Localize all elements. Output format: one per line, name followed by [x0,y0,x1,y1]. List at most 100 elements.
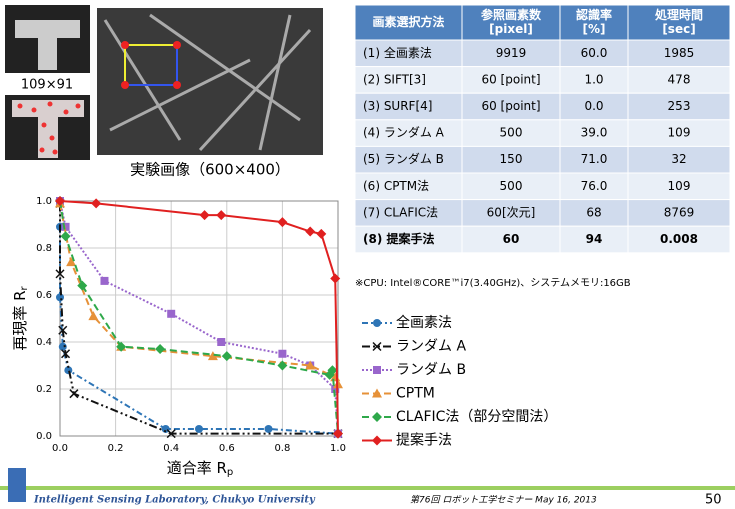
table-cell-text: 39.0 [581,126,608,140]
legend-marker [373,319,381,327]
x-tick-label: 0.6 [219,443,235,454]
series-line [60,203,338,433]
point [88,311,98,320]
table-cell-text: 253 [668,99,691,113]
point [316,229,326,239]
table-cell-text: (4) ランダム A [363,125,445,140]
scene-caption: 実験画像（600×400） [130,161,290,179]
y-tick-label: 1.0 [36,196,52,207]
point [278,350,286,358]
table-cell-text: 0.008 [660,232,698,246]
point [277,361,287,371]
table-cell-text: 60 [point] [481,99,540,113]
point [217,338,225,346]
legend-label: ランダム A [396,339,466,355]
table-cell-text: (7) CLAFIC法 [363,205,438,219]
table-cell-text: 68 [586,205,601,219]
table-cell-text: (6) CPTM法 [363,179,429,193]
y-tick-label: 0.8 [36,243,52,254]
table-cell-text: (3) SURF[4] [363,99,432,113]
series-line [60,227,338,434]
x-tick-label: 1.0 [330,443,346,454]
y-tick-label: 0.2 [36,384,52,395]
table-cell-text: 76.0 [581,179,608,193]
table-cell-text: 150 [500,152,523,166]
legend-label: CLAFIC法（部分空間法） [396,409,557,425]
table-cell-text: 8769 [664,205,695,219]
table-cell-text: 500 [500,126,523,140]
series-line [60,201,338,434]
template-caption: 109×91 [21,78,73,93]
table-cell-text: 60.0 [581,46,608,60]
point [167,310,175,318]
table-header: 参照画素数 [481,7,542,22]
point [200,210,210,220]
table-cell-text: 478 [668,72,691,86]
footer-logo [8,468,26,502]
point [66,257,76,266]
table-header: 処理時間 [654,7,703,22]
plot-frame [60,201,338,436]
table-note: ※CPU: Intel®CORE™i7(3.40GHz)、システムメモリ:16G… [355,277,631,289]
point [56,293,64,301]
table-header: [pixel] [489,22,533,36]
point [155,344,165,354]
point [70,390,78,398]
y-axis-label: 再現率 Rr [11,285,31,350]
point [100,277,108,285]
x-tick-label: 0.2 [108,443,124,454]
table-cell-text: 71.0 [581,152,608,166]
y-tick-label: 0.4 [36,337,52,348]
point [222,351,232,361]
table-header: [%] [583,22,606,36]
footer-lab: Intelligent Sensing Laboratory, Chukyo U… [33,495,316,506]
table-cell-text: (8) 提案手法 [363,231,435,246]
x-axis-label-sub: p [227,467,233,478]
table-header: 認識率 [576,7,612,22]
table-cell-text: 9919 [496,46,527,60]
table-cell-text: 500 [500,179,523,193]
y-axis-label-main: 再現率 R [11,290,29,350]
x-tick-label: 0.8 [274,443,290,454]
legend-marker [373,366,381,374]
y-tick-label: 0.6 [36,290,52,301]
point [305,227,315,237]
table-cell-text: (2) SIFT[3] [363,72,426,86]
table-cell-text: 0.0 [584,99,603,113]
table-cell-text: 60 [503,232,520,246]
table-cell-text: 94 [586,232,603,246]
series-line [60,203,338,384]
legend-marker [372,412,382,422]
table-cell-text: 32 [671,152,686,166]
y-axis-label-sub: r [19,285,30,290]
legend-label: CPTM [396,386,435,402]
table-cell-text: 1.0 [584,72,603,86]
table-cell-text: 60[次元] [487,205,536,219]
footer-seminar: 第76回 ロボット工学セミナー May 16, 2013 [410,495,597,506]
x-axis-label: 適合率 Rp [167,459,234,479]
table-cell-text: 60 [point] [481,72,540,86]
table-cell-text: 1985 [664,46,695,60]
table-cell-text: (1) 全画素法 [363,45,432,60]
point [195,425,203,433]
x-tick-label: 0.4 [163,443,179,454]
x-tick-label: 0.0 [52,443,68,454]
footer-rule [0,486,735,490]
footer-page: 50 [705,493,722,508]
point [216,210,226,220]
x-axis-label-main: 適合率 R [167,459,227,477]
point [91,198,101,208]
table-cell-text: 109 [668,126,691,140]
legend-label: 全画素法 [396,314,452,331]
legend-label: ランダム B [396,362,466,378]
table-header: [sec] [662,22,695,36]
table-header: 画素選択方法 [372,14,444,29]
table-cell-text: (5) ランダム B [363,151,444,166]
slide: 109×91 実験画像（600×400） ※CPU: Intel®CORE™i7… [0,0,735,509]
table-cell-text: 109 [668,179,691,193]
point [330,274,340,284]
point [277,217,287,227]
y-tick-label: 0.0 [36,431,52,442]
legend-marker [372,436,382,446]
legend-label: 提案手法 [396,432,452,449]
